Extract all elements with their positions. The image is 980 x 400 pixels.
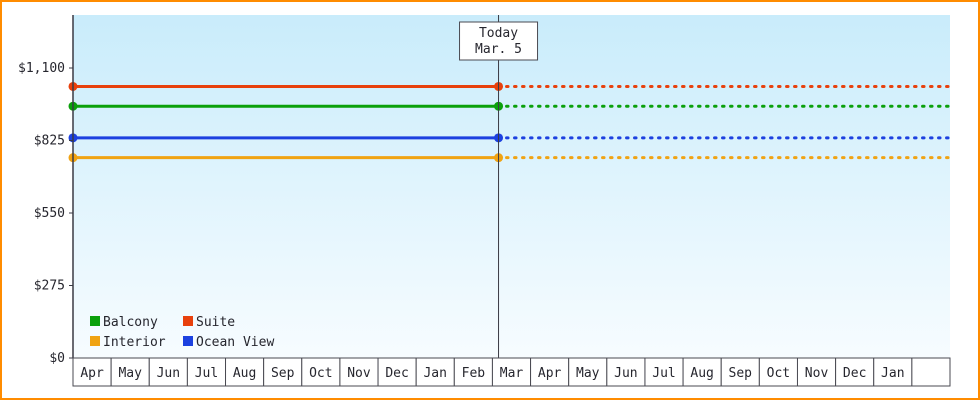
x-axis-month-label: Mar <box>500 366 524 381</box>
x-axis-month-label: Nov <box>347 366 371 381</box>
x-axis-month-cell <box>568 357 608 387</box>
y-axis-tick-label: $275 <box>34 279 65 294</box>
x-axis-month-label: Jun <box>614 366 637 381</box>
legend-swatch-balcony <box>90 316 100 326</box>
x-axis-month-label: Dec <box>843 366 866 381</box>
x-axis-month-label: Oct <box>767 366 790 381</box>
x-axis-month-label: Sep <box>271 366 295 381</box>
x-axis-month-label: Jan <box>881 366 904 381</box>
x-axis-month-label: Jul <box>652 366 675 381</box>
legend-label-balcony: Balcony <box>103 315 158 330</box>
x-axis-month-label: Dec <box>385 366 408 381</box>
legend-swatch-suite <box>183 316 193 326</box>
x-axis-month-cell <box>873 357 913 387</box>
x-axis-month-cell <box>377 357 417 387</box>
y-axis-tick-label: $1,100 <box>18 61 65 76</box>
x-axis-month-label: Jun <box>157 366 180 381</box>
plot-area <box>73 15 950 358</box>
x-axis-month-cell <box>339 357 379 387</box>
legend-label-ocean-view: Ocean View <box>196 335 274 350</box>
x-axis-month-cell <box>453 357 493 387</box>
x-axis-month-cell <box>720 357 760 387</box>
x-axis-month-label: Nov <box>805 366 829 381</box>
x-axis-month-label: Feb <box>462 366 486 381</box>
x-axis-month-label: Apr <box>538 366 562 381</box>
x-axis-month-label: Oct <box>309 366 332 381</box>
y-axis-tick-label: $550 <box>34 206 65 221</box>
x-axis-month-label: Apr <box>80 366 104 381</box>
x-axis-month-label: Jul <box>195 366 218 381</box>
x-axis-month-cell <box>491 357 532 387</box>
legend-swatch-ocean-view <box>183 336 193 346</box>
x-axis-month-label: Aug <box>690 366 713 381</box>
x-axis-month-label: Jan <box>423 366 446 381</box>
legend-label-interior: Interior <box>103 335 166 350</box>
today-label-box <box>459 21 539 61</box>
y-axis-tick-label: $825 <box>34 134 65 149</box>
x-axis-month-label: Sep <box>729 366 753 381</box>
x-axis-month-cell <box>148 357 188 387</box>
x-axis-month-cell <box>911 357 951 387</box>
x-axis-month-cell <box>796 357 837 387</box>
x-axis-month-label: Aug <box>233 366 256 381</box>
x-axis-month-label: May <box>576 366 600 381</box>
legend-swatch-interior <box>90 336 100 346</box>
today-label-line2: Mar. 5 <box>475 42 522 57</box>
x-axis-month-label: May <box>118 366 142 381</box>
today-label-line1: Today <box>479 26 518 41</box>
x-axis-month-cell <box>606 357 646 387</box>
x-axis-month-cell <box>835 357 875 387</box>
x-axis-month-cell <box>225 357 265 387</box>
x-axis-month-cell <box>415 357 455 387</box>
x-axis-month-cell <box>301 357 341 387</box>
x-axis-month-cell <box>530 357 570 387</box>
x-axis-month-cell <box>682 357 722 387</box>
y-axis-tick-label: $0 <box>49 351 65 366</box>
legend-label-suite: Suite <box>196 315 235 330</box>
x-axis-month-cell <box>186 357 227 387</box>
